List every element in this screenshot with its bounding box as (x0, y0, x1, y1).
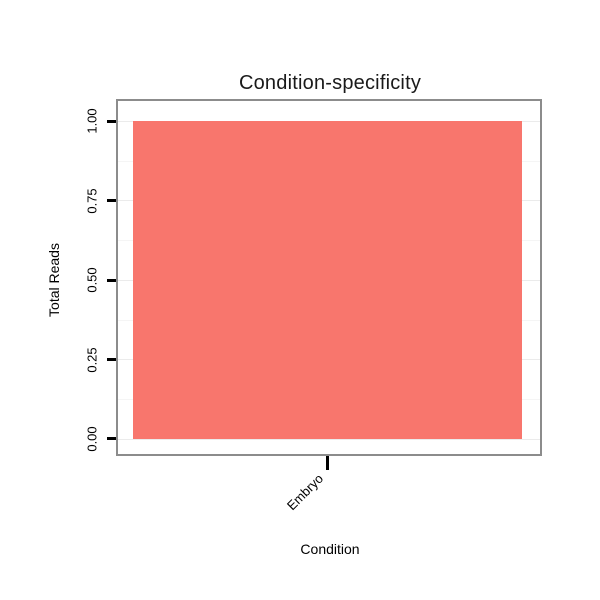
x-category-label: Embryo (283, 470, 327, 514)
y-tick-mark (107, 279, 116, 282)
y-tick-mark (107, 199, 116, 202)
bar (133, 121, 522, 439)
gridline-major (118, 439, 540, 440)
x-axis-title: Condition (300, 541, 360, 557)
y-tick-mark (107, 120, 116, 123)
plot-panel (116, 99, 542, 456)
y-tick-label: 0.50 (84, 267, 100, 293)
y-tick-label: 0.25 (84, 347, 100, 373)
x-tick-mark (326, 456, 329, 470)
y-tick-mark (107, 437, 116, 440)
scale-area (133, 121, 522, 439)
y-tick-label: 1.00 (84, 108, 100, 134)
y-tick-label: 0.75 (84, 188, 100, 214)
y-axis-title: Total Reads (46, 243, 62, 317)
y-tick-label: 0.00 (84, 426, 100, 452)
y-tick-mark (107, 358, 116, 361)
chart-title: Condition-specificity (238, 72, 422, 94)
